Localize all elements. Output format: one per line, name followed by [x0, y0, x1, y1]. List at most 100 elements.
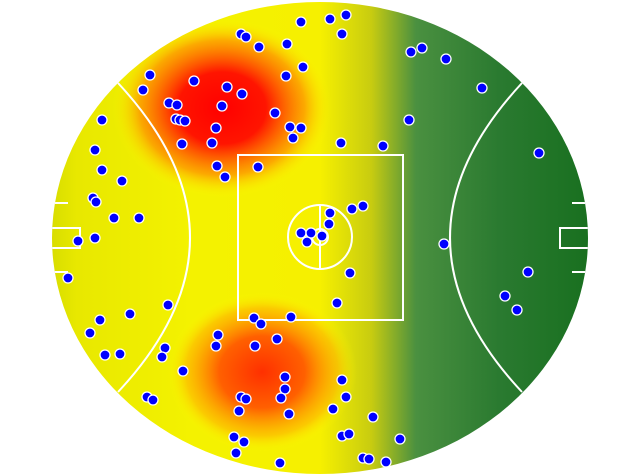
left-arc	[117, 82, 191, 393]
point	[89, 232, 101, 244]
point	[228, 431, 240, 443]
point	[236, 88, 248, 100]
point	[89, 144, 101, 156]
point	[297, 61, 309, 73]
point	[177, 365, 189, 377]
point	[295, 16, 307, 28]
point	[438, 238, 450, 250]
point	[394, 433, 406, 445]
point	[216, 100, 228, 112]
point	[84, 327, 96, 339]
points	[62, 9, 545, 469]
point	[327, 403, 339, 415]
point	[116, 175, 128, 187]
point	[281, 38, 293, 50]
point	[295, 227, 307, 239]
point	[233, 405, 245, 417]
point	[162, 299, 174, 311]
point	[280, 70, 292, 82]
point	[499, 290, 511, 302]
point	[96, 114, 108, 126]
point	[124, 308, 136, 320]
point	[336, 374, 348, 386]
point	[137, 84, 149, 96]
point	[380, 456, 392, 468]
centre-square	[237, 154, 404, 321]
point	[279, 371, 291, 383]
point	[416, 42, 428, 54]
point	[269, 107, 281, 119]
point	[367, 411, 379, 423]
point	[211, 160, 223, 172]
point	[440, 53, 452, 65]
point	[99, 349, 111, 361]
point	[176, 138, 188, 150]
point	[133, 212, 145, 224]
point	[240, 31, 252, 43]
point	[357, 200, 369, 212]
point	[324, 13, 336, 25]
point	[248, 312, 260, 324]
point	[253, 41, 265, 53]
point	[221, 81, 233, 93]
point	[335, 137, 347, 149]
point	[212, 329, 224, 341]
point	[271, 333, 283, 345]
point	[476, 82, 488, 94]
point	[377, 140, 389, 152]
point	[331, 297, 343, 309]
point	[324, 207, 336, 219]
point	[287, 132, 299, 144]
point	[108, 212, 120, 224]
point	[336, 28, 348, 40]
point	[403, 114, 415, 126]
point	[249, 340, 261, 352]
point	[363, 453, 375, 465]
right-goal-square	[559, 227, 588, 249]
point	[295, 122, 307, 134]
point	[323, 218, 335, 230]
point	[171, 99, 183, 111]
point	[156, 351, 168, 363]
point	[344, 267, 356, 279]
point	[511, 304, 523, 316]
point	[346, 203, 358, 215]
point	[405, 46, 417, 58]
point	[522, 266, 534, 278]
point	[533, 147, 545, 159]
point	[210, 340, 222, 352]
point	[179, 115, 191, 127]
point	[275, 392, 287, 404]
right-arc	[449, 82, 523, 393]
point	[188, 75, 200, 87]
point	[144, 69, 156, 81]
point	[343, 428, 355, 440]
point	[147, 394, 159, 406]
point	[72, 235, 84, 247]
point	[210, 122, 222, 134]
point	[114, 348, 126, 360]
point	[274, 457, 286, 469]
point	[316, 230, 328, 242]
point	[230, 447, 242, 459]
point	[340, 391, 352, 403]
point	[283, 408, 295, 420]
point	[206, 137, 218, 149]
point	[301, 236, 313, 248]
point	[96, 164, 108, 176]
point	[305, 227, 317, 239]
heat-spot	[167, 292, 357, 452]
point	[219, 171, 231, 183]
point	[62, 272, 74, 284]
point	[238, 436, 250, 448]
point	[252, 161, 264, 173]
point	[240, 393, 252, 405]
point	[285, 311, 297, 323]
point	[279, 383, 291, 395]
point	[255, 318, 267, 330]
point	[90, 196, 102, 208]
point	[284, 121, 296, 133]
point	[94, 314, 106, 326]
